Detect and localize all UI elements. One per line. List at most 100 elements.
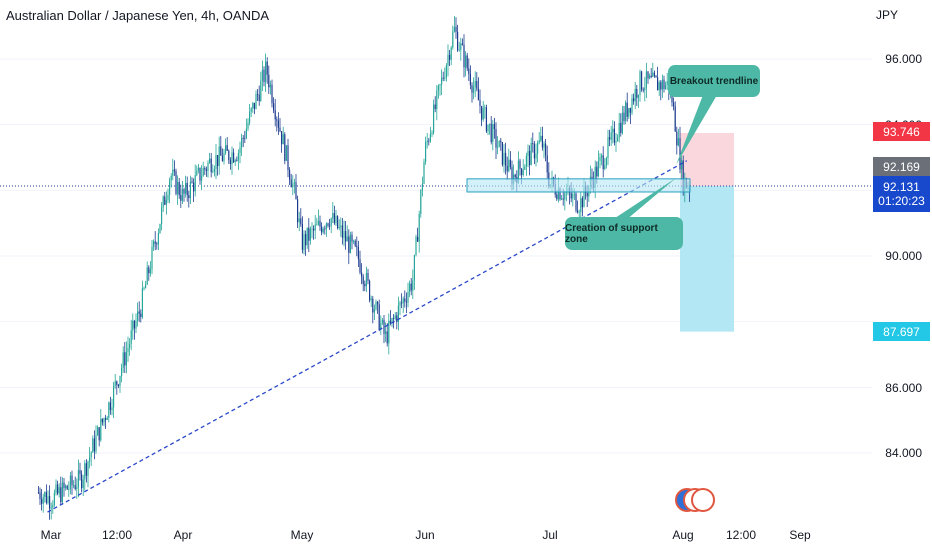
candle-down [653,72,655,76]
candle-down [442,77,444,79]
candle-up [89,457,91,462]
candle-up [114,381,116,386]
candle-up [564,193,566,200]
candle-down [493,124,495,130]
candle-down [657,77,659,91]
candle-down [175,171,177,194]
candle-up [465,55,467,68]
candle-up [385,331,387,334]
candle-up [44,492,46,497]
candle-down [271,84,273,104]
candle-down [682,160,684,193]
candle-up [439,84,441,86]
candle-up [213,168,215,172]
candle-up [332,213,334,219]
candle-up [317,220,319,225]
candle-down [364,284,366,287]
candle-up [223,153,225,162]
take-profit-zone[interactable] [680,186,734,332]
candle-down [60,487,62,503]
candle-down [220,146,222,156]
candle-down [321,226,323,233]
candle-down [476,81,478,89]
candle-up [628,108,630,117]
candle-down [329,225,331,227]
candle-up [524,166,526,170]
candle-up [143,288,145,290]
candle-up [145,284,147,289]
x-tick-1200-b: 12:00 [725,528,757,542]
candle-up [482,108,484,120]
event-badge-3[interactable] [691,488,715,512]
candle-down [417,236,419,242]
candle-up [53,492,55,505]
candle-up [365,272,367,287]
candle-up [95,435,97,452]
candle-up [631,98,633,113]
candle-up [129,343,131,348]
candle-up [245,128,247,139]
candle-up [397,305,399,322]
candle-down [559,188,561,200]
candle-down [180,195,182,201]
candle-up [100,418,102,441]
candle-up [473,86,475,93]
candle-up [92,438,94,453]
candle-down [183,189,185,194]
stop-price-tag[interactable]: 93.746 [873,122,930,141]
candle-down [210,158,212,173]
candle-up [388,320,390,344]
candle-up [108,402,110,418]
candle-down [393,318,395,319]
candle-up [537,143,539,154]
support-zone-callout[interactable]: Creation of support zone [565,217,683,250]
candle-up [431,132,433,135]
candle-up [298,218,300,223]
candle-up [261,69,263,81]
candle-down [281,131,283,145]
candle-down [663,79,665,90]
candle-up [212,171,214,173]
candle-down [148,267,150,274]
candle-up [209,158,211,163]
candle-up [346,236,348,242]
candle-up [639,71,641,96]
high-price-tag[interactable]: 92.169 [873,157,930,176]
candle-down [79,470,81,475]
bar-countdown: 01:20:23 [878,194,925,208]
candle-up [450,47,452,60]
candle-down [532,142,534,144]
candle-up [644,87,646,91]
candle-up [453,26,455,32]
last-price-tag[interactable]: 92.131 01:20:23 [873,176,930,212]
candle-down [66,485,68,490]
candle-up [621,112,623,134]
candle-up [666,81,668,86]
y-tick-90: 90.000 [885,249,922,263]
candle-down [274,110,276,120]
candle-down [357,247,359,260]
candle-down [506,165,508,172]
chart-title: Australian Dollar / Japanese Yen, 4h, OA… [6,8,270,23]
candle-down [468,68,470,74]
candle-down [284,134,286,161]
candle-down [457,31,459,51]
candle-down [521,168,523,175]
candle-up [437,85,439,91]
target-price-tag[interactable]: 87.697 [873,322,930,341]
candle-down [466,55,468,69]
candle-up [474,81,476,87]
candle-down [434,104,436,110]
candle-down [655,75,657,78]
candle-down [57,484,59,494]
breakout-trendline[interactable] [47,160,688,513]
candle-up [311,228,313,230]
candle-down [138,311,140,314]
candle-up [436,90,438,110]
candle-up [106,417,108,420]
breakout-trendline-callout[interactable]: Breakout trendline [668,65,760,97]
candle-up [52,504,54,508]
support-zone-box[interactable] [466,178,691,193]
candle-up [247,123,249,129]
